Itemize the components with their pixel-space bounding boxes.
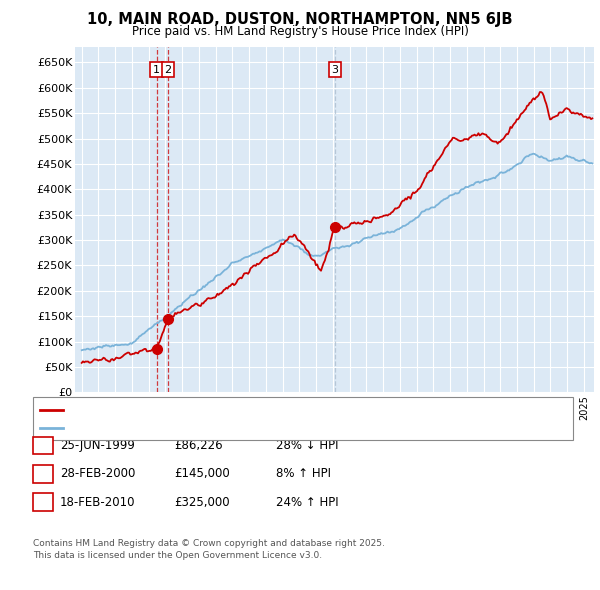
Text: 24% ↑ HPI: 24% ↑ HPI <box>276 496 338 509</box>
Text: HPI: Average price, detached house, West Northamptonshire: HPI: Average price, detached house, West… <box>66 422 383 432</box>
Text: 18-FEB-2010: 18-FEB-2010 <box>60 496 136 509</box>
Text: 10, MAIN ROAD, DUSTON, NORTHAMPTON, NN5 6JB (detached house): 10, MAIN ROAD, DUSTON, NORTHAMPTON, NN5 … <box>66 405 428 415</box>
Text: 28-FEB-2000: 28-FEB-2000 <box>60 467 136 480</box>
Text: £145,000: £145,000 <box>174 467 230 480</box>
Text: 25-JUN-1999: 25-JUN-1999 <box>60 439 135 452</box>
Text: 1: 1 <box>153 65 160 74</box>
Text: 1: 1 <box>39 439 47 452</box>
Text: 28% ↓ HPI: 28% ↓ HPI <box>276 439 338 452</box>
Text: 2: 2 <box>39 467 47 480</box>
Text: 8% ↑ HPI: 8% ↑ HPI <box>276 467 331 480</box>
Text: Contains HM Land Registry data © Crown copyright and database right 2025.
This d: Contains HM Land Registry data © Crown c… <box>33 539 385 560</box>
Text: 3: 3 <box>39 496 47 509</box>
Text: 2: 2 <box>164 65 172 74</box>
Text: £325,000: £325,000 <box>174 496 230 509</box>
Text: 10, MAIN ROAD, DUSTON, NORTHAMPTON, NN5 6JB: 10, MAIN ROAD, DUSTON, NORTHAMPTON, NN5 … <box>87 12 513 27</box>
Text: 3: 3 <box>332 65 338 74</box>
Text: Price paid vs. HM Land Registry's House Price Index (HPI): Price paid vs. HM Land Registry's House … <box>131 25 469 38</box>
Text: £86,226: £86,226 <box>174 439 223 452</box>
